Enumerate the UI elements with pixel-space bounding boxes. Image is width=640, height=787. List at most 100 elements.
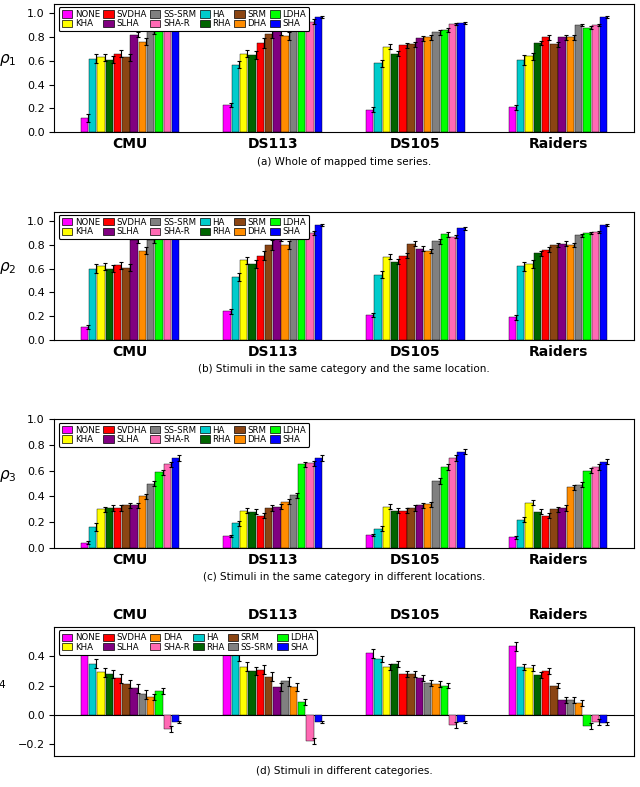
Bar — [139, 694, 146, 715]
Bar — [408, 44, 415, 132]
Bar — [591, 25, 599, 132]
X-axis label: (d) Stimuli in different categories.: (d) Stimuli in different categories. — [255, 766, 433, 776]
Bar — [290, 233, 297, 340]
Bar — [122, 57, 130, 132]
Bar — [457, 452, 465, 548]
Bar — [534, 512, 541, 548]
Bar — [509, 646, 516, 715]
Bar — [97, 57, 105, 132]
Y-axis label: $\rho_3$: $\rho_3$ — [0, 467, 16, 484]
Bar — [517, 60, 524, 132]
Bar — [307, 715, 314, 741]
Bar — [131, 689, 138, 715]
Bar — [223, 312, 231, 340]
Bar — [164, 715, 171, 730]
Bar — [257, 256, 264, 340]
Bar — [399, 674, 406, 715]
Bar — [232, 523, 239, 548]
Bar — [147, 697, 154, 715]
Bar — [131, 240, 138, 340]
Bar — [391, 663, 398, 715]
Bar — [575, 485, 582, 548]
Bar — [366, 109, 374, 132]
Bar — [424, 251, 431, 340]
Bar — [106, 508, 113, 548]
Bar — [89, 268, 97, 340]
Bar — [525, 668, 532, 715]
Bar — [432, 32, 440, 132]
Bar — [131, 35, 138, 132]
Bar — [307, 233, 314, 340]
Bar — [164, 232, 171, 340]
Bar — [399, 256, 406, 340]
Y-axis label: $\rho_1$: $\rho_1$ — [0, 52, 16, 68]
Bar — [542, 671, 549, 715]
Bar — [525, 56, 532, 132]
Bar — [147, 484, 154, 548]
Bar — [106, 268, 113, 340]
Bar — [223, 648, 231, 715]
Bar — [391, 54, 398, 132]
Bar — [374, 275, 381, 340]
Bar — [89, 58, 97, 132]
Bar — [416, 39, 423, 132]
Bar — [265, 677, 272, 715]
Legend: NONE, KHA, SVDHA, SLHA, SS-SRM, SHA-R, HA, RHA, SRM, DHA, LDHA, SHA: NONE, KHA, SVDHA, SLHA, SS-SRM, SHA-R, H… — [59, 215, 309, 239]
Bar — [449, 458, 456, 548]
Bar — [122, 684, 130, 715]
Bar — [566, 700, 574, 715]
Bar — [314, 458, 322, 548]
Bar — [525, 503, 532, 548]
Bar — [172, 458, 179, 548]
Bar — [248, 512, 256, 548]
Bar — [440, 30, 448, 132]
Bar — [265, 34, 272, 132]
Bar — [534, 253, 541, 340]
Bar — [282, 501, 289, 548]
Bar — [114, 508, 122, 548]
Bar — [106, 674, 113, 715]
Bar — [314, 225, 322, 340]
Bar — [172, 231, 179, 340]
Bar — [97, 266, 105, 340]
Bar — [550, 245, 557, 340]
Bar — [257, 515, 264, 548]
Bar — [600, 225, 607, 340]
Bar — [517, 266, 524, 340]
Bar — [591, 467, 599, 548]
Bar — [542, 515, 549, 548]
Bar — [248, 55, 256, 132]
Bar — [583, 715, 591, 726]
Bar — [273, 237, 280, 340]
Bar — [248, 264, 256, 340]
Bar — [575, 703, 582, 715]
Bar — [114, 54, 122, 132]
Bar — [232, 277, 239, 340]
Bar — [583, 233, 591, 340]
Bar — [383, 257, 390, 340]
Bar — [156, 692, 163, 715]
Bar — [550, 685, 557, 715]
Bar — [391, 261, 398, 340]
Bar — [240, 511, 248, 548]
Bar — [257, 670, 264, 715]
Bar — [509, 538, 516, 548]
Bar — [257, 43, 264, 132]
Bar — [307, 463, 314, 548]
Bar — [265, 245, 272, 340]
Bar — [273, 30, 280, 132]
Bar — [600, 462, 607, 548]
Bar — [374, 529, 381, 548]
Bar — [282, 682, 289, 715]
Bar — [424, 37, 431, 132]
Bar — [550, 44, 557, 132]
Bar — [290, 24, 297, 132]
X-axis label: (c) Stimuli in the same category in different locations.: (c) Stimuli in the same category in diff… — [203, 572, 485, 582]
Bar — [223, 536, 231, 548]
Bar — [558, 37, 566, 132]
Bar — [273, 507, 280, 548]
Bar — [298, 232, 305, 340]
Bar — [509, 107, 516, 132]
Bar — [131, 505, 138, 548]
X-axis label: (a) Whole of mapped time series.: (a) Whole of mapped time series. — [257, 157, 431, 167]
